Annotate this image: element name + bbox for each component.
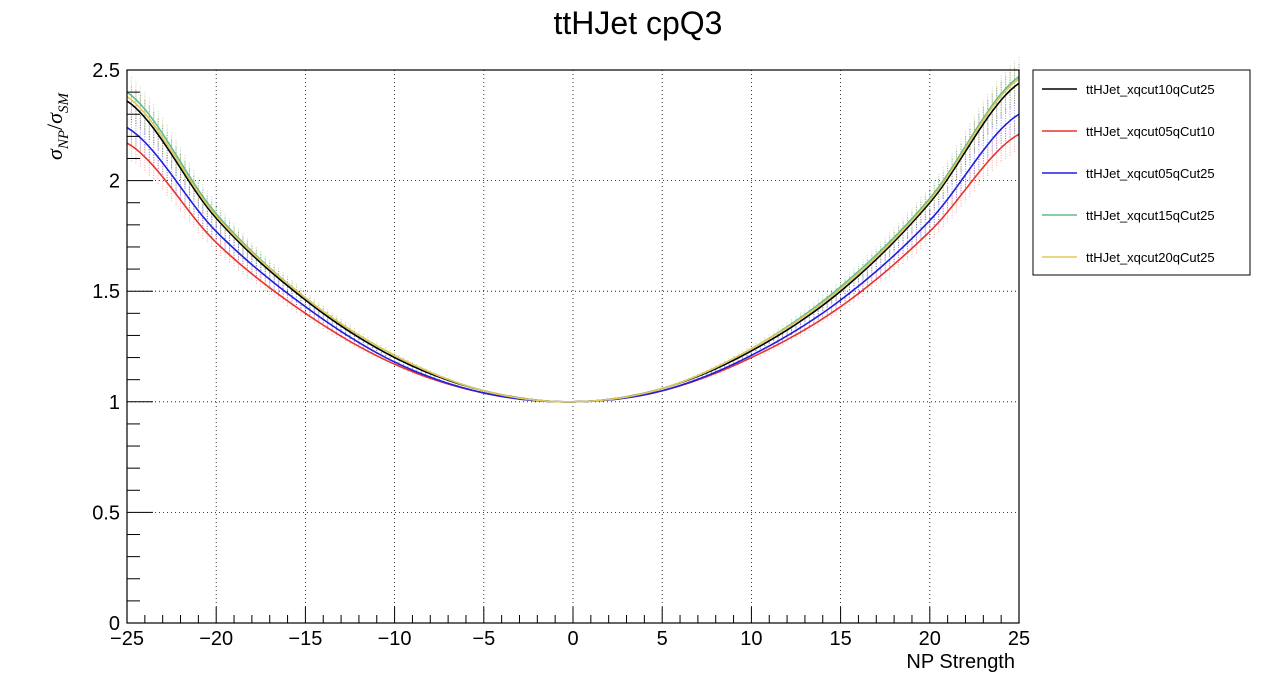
x-tick-label: −5 (472, 628, 495, 650)
legend-label: ttHJet_xqcut20qCut25 (1086, 250, 1215, 265)
x-tick-label: −15 (288, 628, 322, 650)
x-tick-label: 20 (919, 628, 941, 650)
y-tick-label: 1 (109, 392, 120, 414)
y-tick-label: 1.5 (92, 281, 120, 303)
x-tick-label: 5 (657, 628, 668, 650)
legend-label: ttHJet_xqcut15qCut25 (1086, 208, 1215, 223)
x-tick-label: −20 (199, 628, 233, 650)
y-axis: 0 0.5 1 1.5 2 2.5 (92, 60, 153, 635)
x-tick-label: 10 (740, 628, 762, 650)
x-axis: −25 −20 −15 −10 −5 0 5 10 15 20 25 (110, 607, 1030, 650)
x-tick-label: 15 (829, 628, 851, 650)
y-tick-label: 0 (109, 613, 120, 635)
legend-label: ttHJet_xqcut10qCut25 (1086, 82, 1215, 97)
x-axis-title: NP Strength (906, 651, 1015, 673)
legend: ttHJet_xqcut10qCut25 ttHJet_xqcut05qCut10… (1032, 69, 1251, 276)
series-line-3 (126, 76, 1020, 403)
y-title-sigma-den: σ (42, 112, 67, 124)
grid (127, 70, 1019, 623)
series-lines (126, 76, 1020, 403)
chart-title: ttHJet cpQ3 (554, 5, 723, 41)
y-tick-label: 0.5 (92, 502, 120, 524)
y-title-sub-den: SM (56, 91, 72, 113)
legend-label: ttHJet_xqcut05qCut10 (1086, 124, 1215, 139)
y-title-sub-num: NP (56, 130, 72, 150)
legend-label: ttHJet_xqcut05qCut25 (1086, 166, 1215, 181)
x-tick-label: −25 (110, 628, 144, 650)
y-tick-label: 2 (109, 171, 120, 193)
x-tick-label: −10 (378, 628, 412, 650)
x-tick-label: 0 (567, 628, 578, 650)
y-tick-label: 2.5 (92, 60, 120, 82)
series-line-4 (126, 78, 1020, 403)
y-axis-title: σNP/σSM (42, 91, 72, 160)
y-title-slash: / (42, 123, 67, 130)
y-title-sigma-num: σ (42, 148, 67, 160)
x-tick-label: 25 (1008, 628, 1030, 650)
